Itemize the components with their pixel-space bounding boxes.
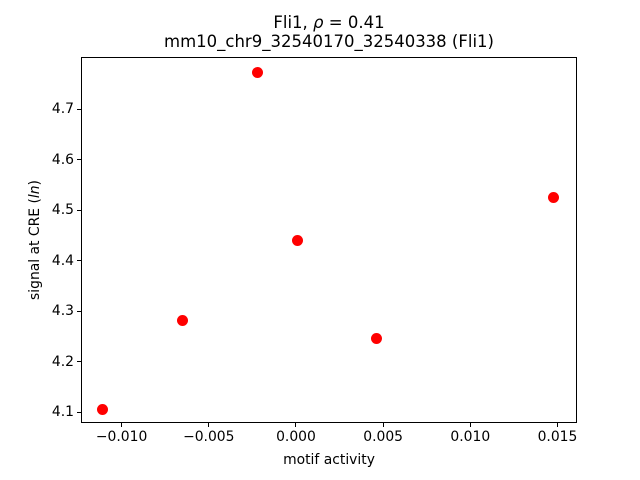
x-tick-mark	[556, 423, 558, 427]
y-tick-mark	[77, 260, 81, 262]
y-axis-label: signal at CRE (ln)	[27, 180, 43, 300]
y-tick-label: 4.2	[51, 353, 74, 370]
title-prefix: Fli1,	[273, 13, 314, 32]
scatter-data-point	[177, 315, 189, 327]
scatter-data-point	[548, 192, 560, 204]
chart-title-line1: Fli1, ρ = 0.41	[81, 13, 577, 32]
y-tick-mark	[77, 108, 81, 110]
x-tick-label: 0.015	[537, 429, 578, 445]
y-tick-label: 4.7	[51, 101, 74, 118]
x-tick-mark	[469, 423, 471, 427]
y-axis-label-suffix: )	[27, 180, 43, 186]
chart-title: Fli1, ρ = 0.41 mm10_chr9_32540170_325403…	[81, 13, 577, 51]
y-tick-label: 4.5	[51, 202, 74, 219]
x-tick-mark	[382, 423, 384, 427]
x-tick-label: 0.010	[450, 429, 491, 445]
y-tick-label: 4.4	[51, 252, 74, 269]
x-tick-mark	[208, 423, 210, 427]
x-tick-mark	[295, 423, 297, 427]
y-tick-mark	[77, 411, 81, 413]
y-tick-mark	[77, 159, 81, 161]
y-tick-label: 4.1	[51, 404, 74, 421]
plot-area: −0.010 −0.005 0.000 0.005 0.010 0.015 4.1 4.2 4.…	[52, 57, 577, 445]
scatter-data-point	[96, 404, 108, 416]
y-tick-mark	[77, 209, 81, 211]
y-axis-label-ln: ln	[27, 185, 43, 199]
x-tick-label: 0.000	[276, 429, 316, 445]
scatter-data-point	[370, 333, 382, 345]
plot-area-frame	[81, 57, 577, 423]
y-tick-label: 4.6	[51, 151, 74, 168]
x-tick-label: −0.010	[95, 429, 148, 445]
y-tick-label: 4.3	[51, 303, 74, 320]
y-tick-mark	[77, 310, 81, 312]
scatter-data-point	[252, 67, 264, 79]
scatter-data-point	[292, 235, 304, 246]
chart-subtitle-cre-id: mm10_chr9_32540170_32540338 (Fli1)	[164, 32, 494, 51]
title-rho-symbol: ρ	[313, 13, 324, 32]
x-axis-label: motif activity	[283, 452, 375, 468]
x-tick-label: −0.005	[183, 429, 235, 445]
x-tick-mark	[121, 423, 123, 427]
title-correlation-value: = 0.41	[323, 13, 385, 32]
x-tick-label: 0.005	[363, 429, 404, 445]
y-tick-mark	[77, 361, 81, 363]
